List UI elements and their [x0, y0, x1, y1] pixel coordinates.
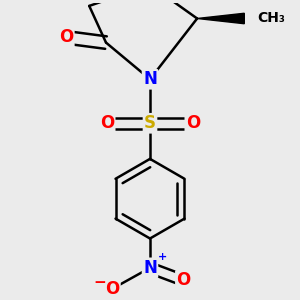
Text: N: N [143, 70, 157, 88]
Text: N: N [143, 259, 157, 277]
Text: O: O [105, 280, 119, 298]
Polygon shape [197, 13, 244, 24]
Text: +: + [158, 252, 167, 262]
Text: O: O [100, 114, 114, 132]
Text: S: S [144, 114, 156, 132]
Text: O: O [176, 272, 191, 290]
Text: −: − [93, 275, 106, 290]
Text: O: O [59, 28, 73, 46]
Text: O: O [186, 114, 200, 132]
Text: CH₃: CH₃ [257, 11, 285, 26]
